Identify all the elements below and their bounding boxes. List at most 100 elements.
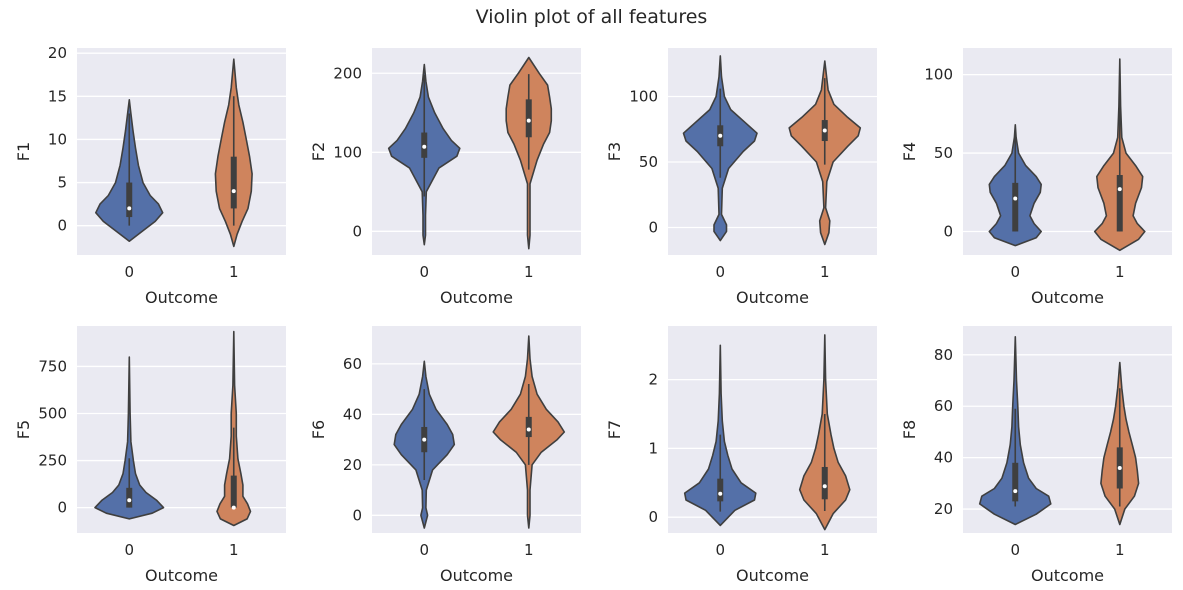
ytick-label-f3: 50 [639, 153, 658, 171]
yaxis-label-f2: F2 [309, 142, 328, 161]
ytick-label-f7: 2 [648, 371, 658, 389]
ytick-label-f5: 500 [38, 405, 67, 423]
xaxis-label-f7: Outcome [736, 566, 809, 585]
yaxis-label-f4: F4 [900, 142, 919, 161]
median-dot-f6-0 [422, 437, 427, 442]
xtick-label-f1: 0 [124, 263, 134, 281]
ytick-label-f1: 5 [57, 174, 67, 192]
xtick-label-f4: 0 [1010, 263, 1020, 281]
median-dot-f3-1 [822, 128, 827, 133]
xtick-label-f4: 1 [1115, 263, 1125, 281]
median-dot-f5-1 [231, 505, 236, 510]
ytick-label-f1: 0 [57, 217, 67, 235]
panel-f8: 20 40 60 80 0 1 Outcome F8 [900, 326, 1172, 585]
xaxis-label-f8: Outcome [1031, 566, 1104, 585]
xtick-label-f7: 0 [715, 541, 725, 559]
xaxis-label-f5: Outcome [145, 566, 218, 585]
panel-f2: 0 100 200 0 1 Outcome F2 [309, 48, 581, 307]
xtick-label-f8: 1 [1115, 541, 1125, 559]
median-dot-f5-0 [127, 498, 132, 503]
ytick-label-f5: 250 [38, 452, 67, 470]
xtick-label-f7: 1 [820, 541, 830, 559]
ytick-label-f6: 20 [343, 456, 362, 474]
yaxis-label-f1: F1 [14, 142, 33, 161]
ytick-label-f5: 750 [38, 357, 67, 375]
figure-title: Violin plot of all features [475, 6, 708, 28]
iqr-box-f4-1 [1116, 175, 1123, 232]
ytick-label-f2: 100 [333, 143, 362, 161]
xaxis-label-f4: Outcome [1031, 288, 1104, 307]
iqr-box-f5-0 [126, 487, 133, 508]
xaxis-label-f6: Outcome [440, 566, 513, 585]
yaxis-label-f5: F5 [14, 420, 33, 439]
panel-f4: 0 50 100 0 1 Outcome F4 [900, 48, 1172, 307]
panel-f1: 0 5 10 15 20 0 1 Outcome F1 [14, 44, 286, 307]
panel-f6: 0 20 40 60 0 1 Outcome F6 [309, 326, 581, 585]
ytick-label-f4: 50 [934, 144, 953, 162]
median-dot-f4-1 [1117, 187, 1122, 192]
ytick-label-f8: 80 [934, 346, 953, 364]
iqr-box-f6-1 [525, 416, 532, 438]
iqr-box-f4-0 [1012, 182, 1019, 232]
ytick-label-f8: 40 [934, 449, 953, 467]
ytick-label-f6: 60 [343, 355, 362, 373]
violin-f5-0 [94, 356, 165, 520]
median-dot-f2-1 [526, 118, 531, 123]
xtick-label-f8: 0 [1010, 541, 1020, 559]
median-dot-f1-1 [231, 189, 236, 194]
iqr-box-f5-1 [230, 475, 237, 508]
xtick-label-f1: 1 [229, 263, 239, 281]
ytick-label-f4: 100 [924, 66, 953, 84]
yaxis-label-f3: F3 [605, 142, 624, 161]
ytick-label-f7: 1 [648, 439, 658, 457]
yaxis-label-f8: F8 [900, 420, 919, 439]
ytick-label-f4: 0 [943, 222, 953, 240]
iqr-box-f2-1 [525, 99, 532, 138]
panel-f7: 0 1 2 0 1 Outcome F7 [605, 326, 877, 585]
ytick-label-f2: 0 [352, 222, 362, 240]
ytick-label-f3: 0 [648, 218, 658, 236]
iqr-box-f1-0 [126, 182, 133, 218]
xaxis-label-f3: Outcome [736, 288, 809, 307]
median-dot-f8-0 [1013, 489, 1018, 494]
ytick-label-f6: 40 [343, 405, 362, 423]
median-dot-f6-1 [526, 427, 531, 432]
xtick-label-f6: 0 [419, 541, 429, 559]
iqr-box-f7-1 [821, 466, 828, 500]
ytick-label-f7: 0 [648, 508, 658, 526]
yaxis-label-f6: F6 [309, 420, 328, 439]
plot-area-f4 [963, 48, 1172, 255]
median-dot-f2-0 [422, 144, 427, 149]
median-dot-f8-1 [1117, 465, 1122, 470]
panel-f3: 0 50 100 0 1 Outcome F3 [605, 48, 877, 307]
median-dot-f7-1 [822, 484, 827, 489]
median-dot-f1-0 [127, 206, 132, 211]
ytick-label-f1: 15 [48, 87, 67, 105]
median-dot-f4-0 [1013, 196, 1018, 201]
xtick-label-f2: 0 [419, 263, 429, 281]
xaxis-label-f1: Outcome [145, 288, 218, 307]
ytick-label-f8: 60 [934, 397, 953, 415]
xtick-label-f5: 1 [229, 541, 239, 559]
xtick-label-f2: 1 [524, 263, 534, 281]
xtick-label-f3: 1 [820, 263, 830, 281]
ytick-label-f1: 20 [48, 44, 67, 62]
xaxis-label-f2: Outcome [440, 288, 513, 307]
iqr-box-f8-0 [1012, 462, 1019, 502]
ytick-label-f5: 0 [57, 499, 67, 517]
ytick-label-f8: 20 [934, 500, 953, 518]
xtick-label-f6: 1 [524, 541, 534, 559]
iqr-box-f1-1 [230, 156, 237, 209]
iqr-box-f7-0 [717, 478, 724, 502]
median-dot-f3-0 [718, 133, 723, 138]
ytick-label-f1: 10 [48, 130, 67, 148]
ytick-label-f2: 200 [333, 64, 362, 82]
xtick-label-f5: 0 [124, 541, 134, 559]
ytick-label-f6: 0 [352, 506, 362, 524]
median-dot-f7-0 [718, 491, 723, 496]
ytick-label-f3: 100 [629, 87, 658, 105]
xtick-label-f3: 0 [715, 263, 725, 281]
panel-f5: 0 250 500 750 0 1 Outcome F5 [14, 326, 286, 585]
yaxis-label-f7: F7 [605, 420, 624, 439]
